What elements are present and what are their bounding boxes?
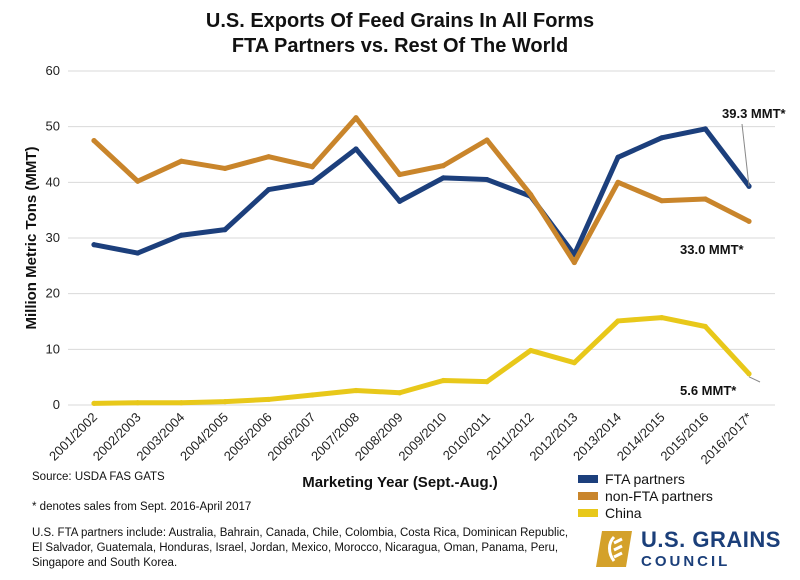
annotations: 39.3 MMT* 33.0 MMT* 5.6 MMT* [680,106,787,398]
annotation-leader-fta [741,123,750,187]
fta-partners-note: U.S. FTA partners include: Australia, Ba… [32,526,568,571]
y-axis-title: Million Metric Tons (MMT) [23,146,40,329]
data-point [702,323,708,330]
data-point [135,178,141,184]
legend-swatch [578,492,598,500]
source-note: Source: USDA FAS GATS [32,471,165,483]
data-point [309,164,315,170]
data-point [222,227,228,233]
series-line-2 [91,315,752,406]
legend-label: non-FTA partners [605,488,713,504]
data-point [571,259,577,266]
series-lines [91,115,752,406]
legend-swatch [578,475,598,483]
data-point [135,250,141,256]
y-tick-label: 60 [46,63,60,78]
logo-line-2: COUNCIL [641,553,731,570]
data-point [353,146,359,152]
x-axis-title: Marketing Year (Sept.-Aug.) [302,474,498,491]
legend-label: China [605,505,642,521]
y-tick-label: 10 [46,341,60,356]
series-line-0 [91,126,752,258]
x-tick-label: 2009/2010 [395,410,449,464]
data-point [266,396,272,403]
data-point [397,198,403,204]
data-point [309,179,315,185]
logo-line-1: U.S. GRAINS [641,527,781,552]
data-point [702,196,708,202]
fta-note-line-3: Singapore and South Korea. [32,557,178,569]
data-point [440,175,446,181]
data-point [178,400,184,406]
data-point [222,399,228,405]
data-point [222,165,228,172]
x-axis-ticks: 2001/20022002/20032003/20042004/20052005… [46,410,755,468]
y-tick-label: 20 [46,286,60,301]
data-point [484,137,490,143]
data-point [615,154,621,160]
data-point [397,171,403,178]
data-point [178,232,184,238]
data-point [615,318,621,324]
data-point [397,390,403,396]
data-point [702,126,708,132]
data-point [659,198,665,204]
data-point [615,179,621,185]
series-line-1 [91,115,752,265]
data-point [659,135,665,141]
data-point [178,158,184,164]
data-point [91,242,97,248]
chart-title-line-1: U.S. Exports Of Feed Grains In All Forms [206,10,594,32]
data-point [91,400,97,406]
grain-emblem-icon [596,531,632,567]
data-point [91,137,97,144]
data-point [440,163,446,169]
data-point [484,379,490,385]
chart-title-line-2: FTA Partners vs. Rest Of The World [232,35,568,57]
data-point [309,392,315,398]
data-point [135,400,141,406]
us-grains-council-logo: U.S. GRAINS COUNCIL [596,525,796,575]
data-point [266,154,272,160]
data-point [528,347,534,354]
data-point [266,186,272,193]
data-point [571,360,577,366]
data-point [440,377,446,384]
legend-label: FTA partners [605,471,685,487]
annotation-china-value: 5.6 MMT* [680,383,737,398]
y-tick-label: 30 [46,230,60,245]
data-point [746,218,752,224]
data-point [353,115,359,121]
annotation-fta-value: 39.3 MMT* [722,106,787,121]
annotation-leader-china [748,376,761,383]
y-axis-ticks: 0 10 20 30 40 50 60 [46,63,60,412]
data-point [659,315,665,321]
data-point [353,387,359,394]
asterisk-note: * denotes sales from Sept. 2016-April 20… [32,501,252,513]
legend-swatch [578,509,598,517]
y-tick-label: 50 [46,119,60,134]
gridlines [68,70,775,406]
data-point [746,371,752,377]
y-tick-label: 0 [53,397,60,412]
annotation-non-fta-value: 33.0 MMT* [680,242,745,257]
data-point [528,191,534,198]
data-point [484,176,490,183]
fta-note-line-2: El Salvador, Guatemala, Honduras, Israel… [32,542,559,554]
y-tick-label: 40 [46,174,60,189]
fta-note-line-1: U.S. FTA partners include: Australia, Ba… [32,527,569,539]
